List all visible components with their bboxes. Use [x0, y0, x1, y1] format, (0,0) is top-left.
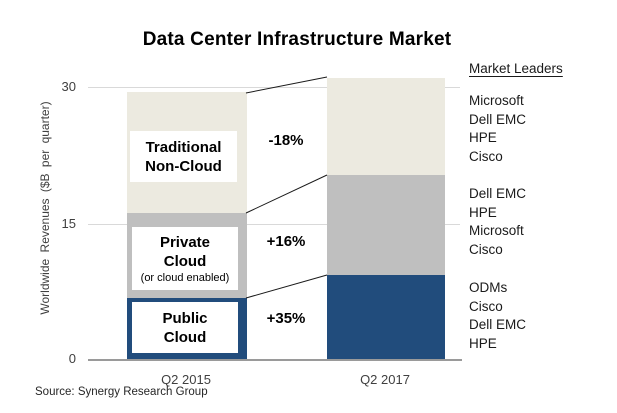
leader-item: HPE — [469, 130, 497, 145]
chart-title: Data Center Infrastructure Market — [142, 29, 452, 50]
segment-traditional-2017 — [327, 78, 445, 175]
leaders-group-public: ODMs Cisco Dell EMC HPE — [469, 279, 614, 353]
segment-private-cloud-2017 — [327, 175, 445, 275]
market-leaders-panel: Market Leaders Microsoft Dell EMC HPE Ci… — [469, 61, 614, 370]
leaders-group-traditional: Microsoft Dell EMC HPE Cisco — [469, 92, 614, 166]
leader-item: Microsoft — [469, 93, 524, 108]
leader-item: Dell EMC — [469, 111, 527, 127]
label-public-line2: Cloud — [163, 328, 207, 346]
x-tick-q2-2017: Q2 2017 — [360, 372, 410, 387]
leader-item: Dell EMC — [469, 317, 527, 332]
leader-item: Cisco — [469, 241, 503, 257]
leader-item: Dell EMC — [469, 186, 527, 201]
x-axis-baseline — [88, 359, 462, 361]
gridline-15 — [88, 224, 460, 225]
label-box-private-cloud: Private Cloud (or cloud enabled) — [132, 227, 238, 290]
label-box-traditional-non-cloud: Traditional Non-Cloud — [130, 131, 237, 182]
market-leaders-heading: Market Leaders — [469, 61, 563, 76]
change-label-public: +35% — [266, 310, 306, 327]
source-attribution: Source: Synergy Research Group — [35, 386, 208, 398]
connector-line-traditional-private — [245, 174, 328, 214]
change-label-traditional: -18% — [268, 132, 304, 149]
y-tick-15: 15 — [61, 216, 76, 231]
leader-item: Cisco — [469, 148, 503, 164]
connector-line-private-public — [245, 274, 328, 299]
label-private-subtitle: (or cloud enabled) — [140, 271, 230, 284]
label-box-public-cloud: Public Cloud — [132, 302, 238, 353]
label-private-line2: Cloud — [163, 252, 207, 270]
leader-item: Microsoft — [469, 223, 524, 238]
label-traditional-line1: Traditional — [145, 138, 222, 156]
y-tick-30: 30 — [61, 79, 76, 94]
leader-item: ODMs — [469, 280, 508, 295]
leader-item: Cisco — [469, 298, 503, 314]
bar-q2-2017 — [327, 78, 445, 360]
change-label-private: +16% — [266, 233, 306, 250]
label-traditional-line2: Non-Cloud — [145, 157, 222, 175]
x-tick-q2-2015: Q2 2015 — [161, 372, 211, 387]
leader-item: HPE — [469, 335, 497, 351]
leaders-group-private: Dell EMC HPE Microsoft Cisco — [469, 185, 614, 259]
segment-public-cloud-2017 — [327, 275, 445, 360]
label-private-line1: Private — [159, 233, 211, 251]
connector-line-top — [245, 76, 328, 94]
y-tick-0: 0 — [68, 351, 76, 366]
label-public-line1: Public — [162, 309, 208, 327]
leader-item: HPE — [469, 204, 497, 220]
